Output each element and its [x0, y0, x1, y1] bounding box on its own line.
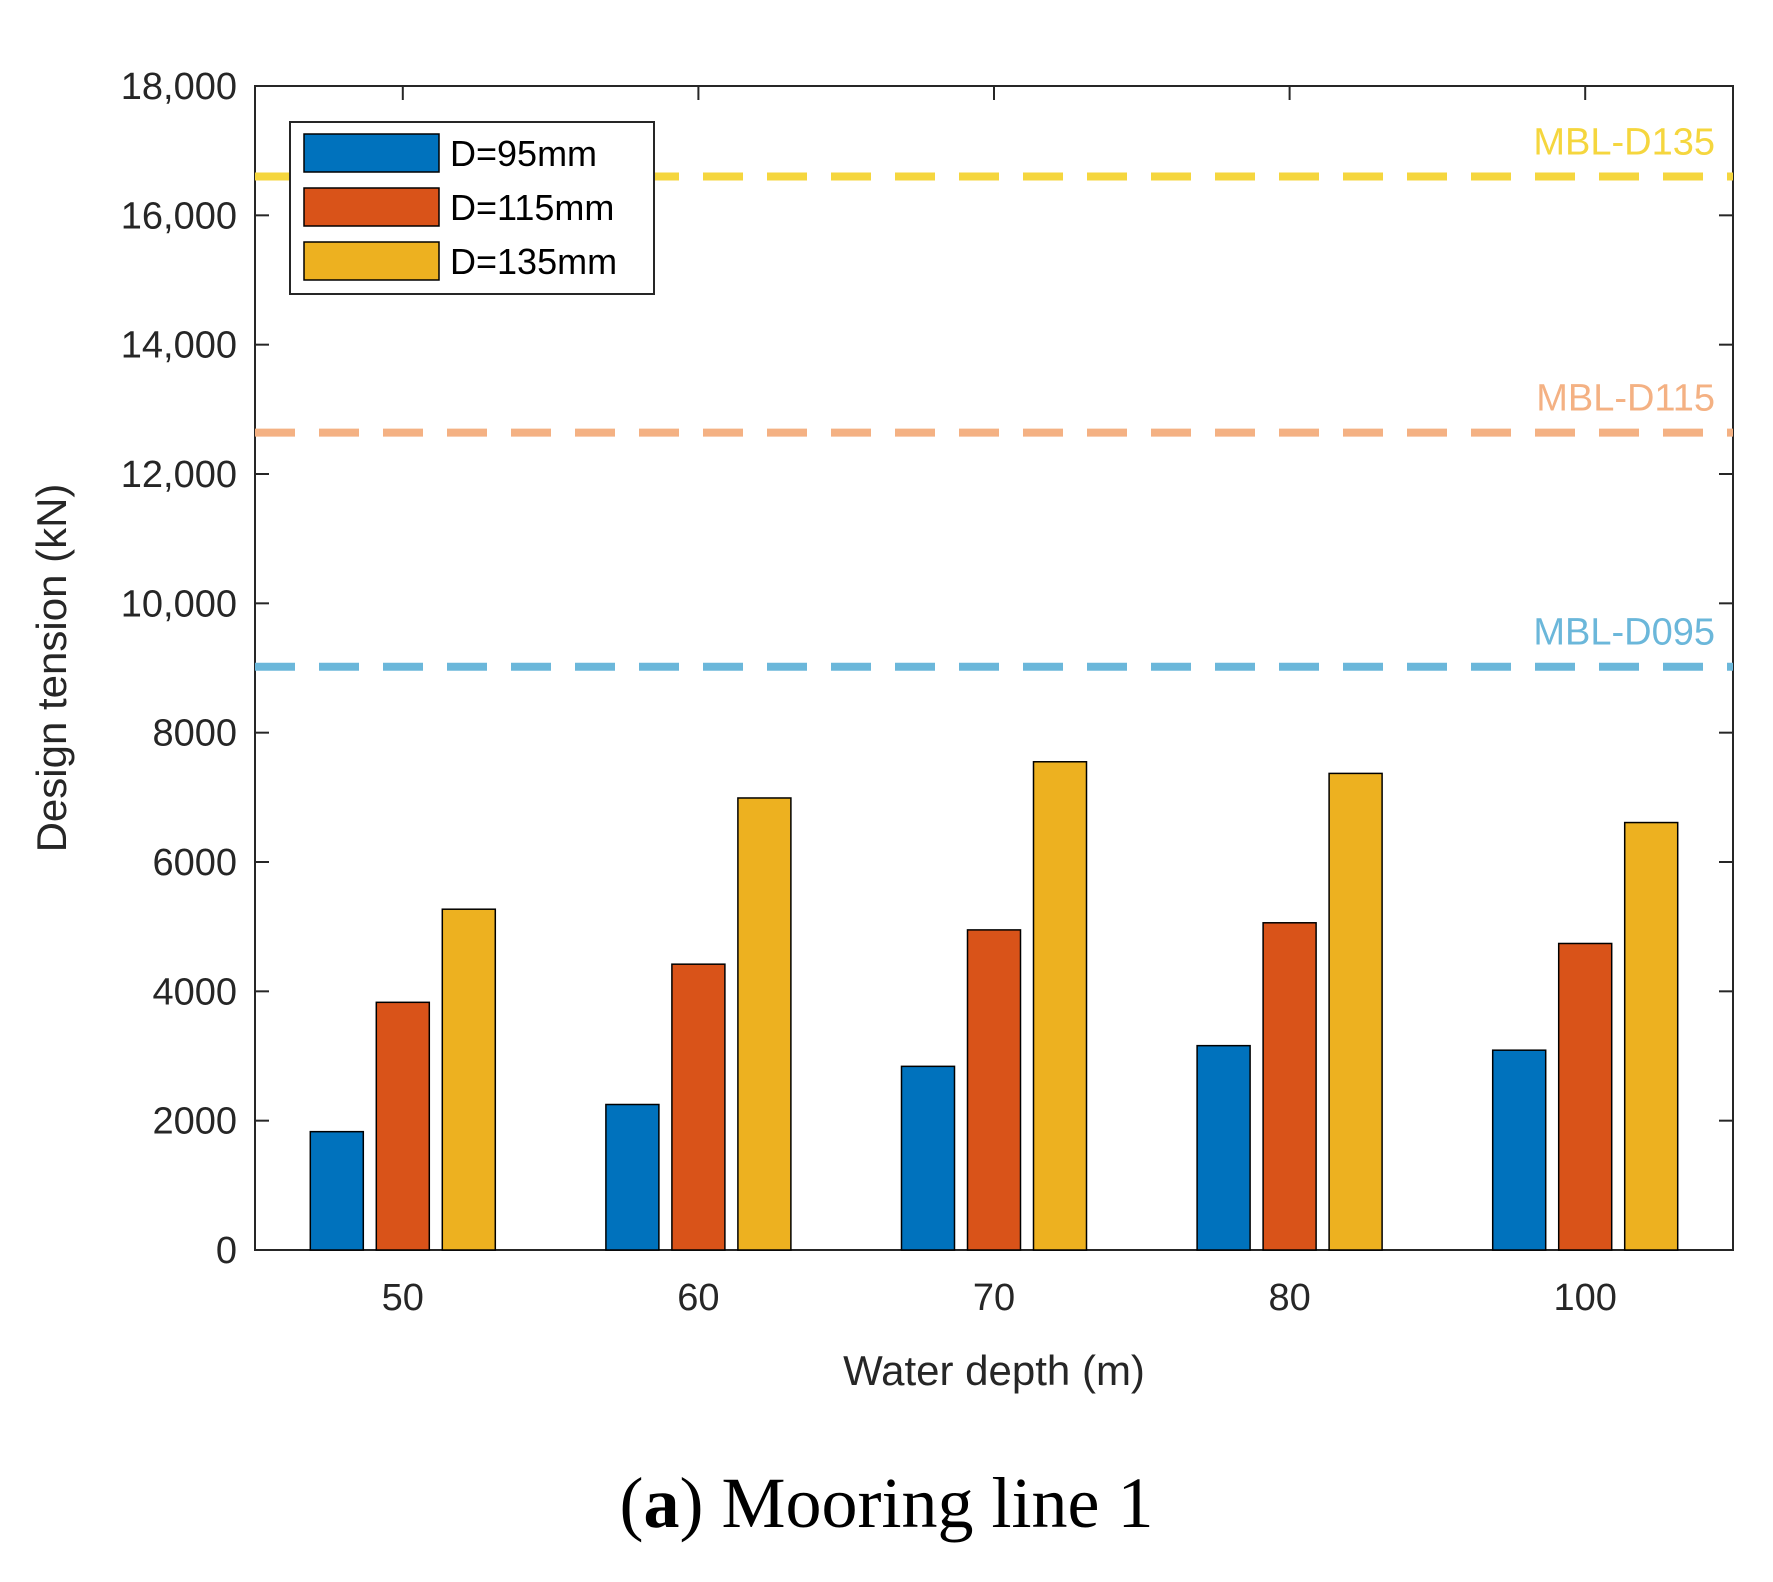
y-tick-label: 14,000 — [121, 325, 237, 367]
y-axis-title: Design tension (kN) — [28, 484, 75, 853]
y-tick-label: 8000 — [152, 713, 237, 755]
y-tick-label: 0 — [216, 1230, 237, 1272]
y-tick-label: 18,000 — [121, 66, 237, 108]
reference-line-label: MBL-D095 — [1533, 612, 1715, 654]
x-tick-label: 70 — [973, 1277, 1015, 1319]
legend-label: D=95mm — [450, 133, 597, 174]
bar-chart: 0 2000 4000 6000 8000 10,000 12,000 14,000 16,00… — [28, 66, 1734, 1394]
caption-text: Mooring line 1 — [721, 1463, 1154, 1543]
legend-swatch — [303, 133, 440, 173]
y-tick-label: 4000 — [152, 971, 237, 1013]
bar — [441, 908, 497, 1251]
bar — [375, 1001, 431, 1251]
bar — [309, 1130, 365, 1251]
x-tick-label: 60 — [677, 1277, 719, 1319]
legend-label: D=115mm — [450, 187, 614, 228]
caption-letter: a — [643, 1463, 680, 1543]
x-tick-label: 100 — [1553, 1277, 1616, 1319]
reference-line-label: MBL-D115 — [1536, 378, 1715, 420]
y-tick-label: 10,000 — [121, 583, 237, 625]
bar — [1262, 922, 1317, 1251]
bar — [605, 1103, 660, 1251]
bar — [1557, 942, 1613, 1251]
bar — [1328, 772, 1383, 1251]
y-tick-label: 12,000 — [121, 454, 237, 496]
bar — [737, 797, 792, 1251]
legend-swatch — [303, 241, 440, 281]
y-tick-label: 2000 — [152, 1101, 237, 1143]
bar — [1623, 821, 1679, 1251]
legend-swatch — [303, 187, 440, 227]
bar — [966, 929, 1022, 1251]
bar — [900, 1065, 956, 1251]
bar — [671, 963, 726, 1251]
y-tick-label: 16,000 — [121, 195, 237, 237]
reference-line-label: MBL-D135 — [1533, 122, 1715, 164]
figure-caption: (a) Mooring line 1 — [619, 1463, 1154, 1543]
legend-label: D=135mm — [450, 241, 617, 282]
bar — [1032, 761, 1088, 1251]
y-tick-label: 6000 — [152, 842, 237, 884]
x-tick-label: 50 — [382, 1277, 424, 1319]
bar — [1196, 1044, 1251, 1251]
bar — [1491, 1049, 1547, 1251]
x-tick-label: 80 — [1268, 1277, 1310, 1319]
x-axis-title: Water depth (m) — [843, 1347, 1145, 1394]
